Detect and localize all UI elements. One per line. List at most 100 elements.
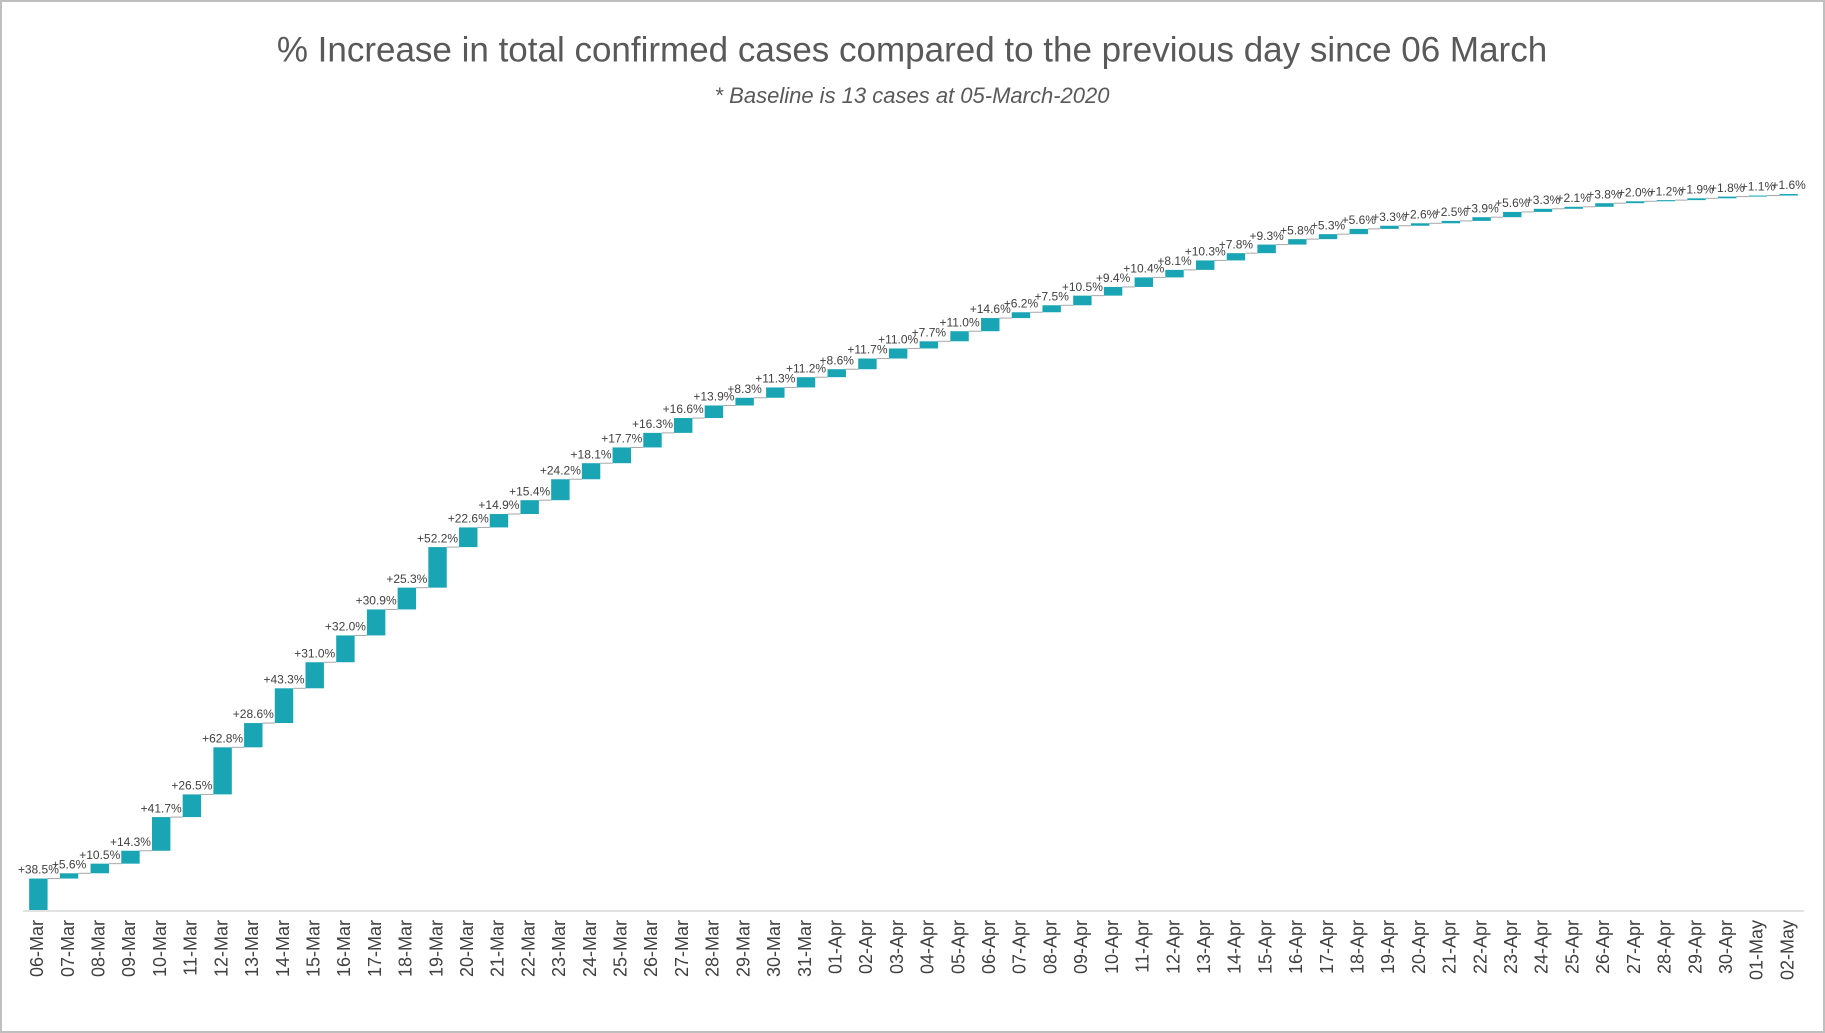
data-label: +25.3%: [386, 572, 427, 586]
bar: [274, 688, 294, 724]
bar: [612, 447, 631, 464]
data-label: +14.6%: [970, 302, 1011, 316]
bar: [704, 405, 724, 419]
data-label: +5.6%: [1495, 196, 1530, 210]
data-label: +8.3%: [727, 382, 762, 396]
bar: [1718, 196, 1737, 199]
x-tick-label: 29-Apr: [1685, 920, 1705, 974]
data-label: +11.3%: [755, 372, 795, 386]
data-label: +26.5%: [171, 779, 212, 793]
bar: [1410, 223, 1430, 226]
bar: [151, 817, 171, 851]
x-tick-label: 27-Apr: [1624, 920, 1644, 974]
x-tick-label: 09-Apr: [1071, 920, 1091, 974]
data-label: +9.3%: [1249, 229, 1284, 243]
x-tick-label: 24-Mar: [580, 920, 600, 977]
bar: [1472, 217, 1491, 221]
x-tick-label: 19-Mar: [426, 920, 446, 977]
bar: [735, 397, 754, 406]
x-tick-label: 12-Mar: [211, 920, 231, 977]
data-label: +62.8%: [202, 732, 243, 746]
x-tick-label: 14-Mar: [273, 920, 293, 977]
x-tick-label: 17-Apr: [1317, 920, 1337, 974]
bar: [1441, 220, 1461, 224]
bar: [1503, 211, 1522, 218]
bar: [950, 331, 969, 342]
bar: [673, 418, 693, 433]
data-label: +10.4%: [1123, 262, 1164, 276]
x-tick-label: 17-Mar: [365, 920, 385, 977]
bar: [244, 723, 263, 748]
x-tick-label: 10-Apr: [1102, 920, 1122, 974]
bar: [1625, 201, 1645, 204]
x-tick-label: 19-Apr: [1378, 920, 1398, 974]
x-tick-label: 18-Mar: [396, 920, 416, 977]
x-tick-label: 11-Mar: [181, 920, 201, 976]
bar: [1564, 206, 1583, 209]
x-tick-label: 04-Apr: [918, 920, 938, 974]
bar: [397, 587, 417, 610]
x-tick-label: 06-Apr: [979, 920, 999, 974]
bar: [459, 527, 478, 548]
data-label: +3.8%: [1587, 187, 1622, 201]
data-label: +7.8%: [1219, 237, 1254, 251]
data-label: +10.3%: [1185, 245, 1226, 259]
x-tick-label: 08-Apr: [1040, 920, 1060, 974]
data-label: +10.5%: [79, 848, 120, 862]
x-tick-label: 24-Apr: [1532, 920, 1552, 974]
bar: [366, 609, 386, 636]
data-label: +11.2%: [786, 361, 826, 375]
x-tick-label: 03-Apr: [887, 920, 907, 974]
bar: [1257, 244, 1276, 254]
bar: [1134, 277, 1154, 287]
bar: [919, 341, 939, 349]
data-label: +41.7%: [141, 801, 182, 815]
data-label: +5.6%: [52, 857, 87, 871]
x-tick-label: 25-Mar: [611, 920, 631, 977]
x-tick-label: 07-Mar: [58, 920, 78, 977]
bar: [888, 348, 908, 359]
x-tick-label: 16-Apr: [1286, 920, 1306, 974]
data-label: +6.2%: [1004, 296, 1039, 310]
bar: [1533, 208, 1553, 212]
bar: [827, 369, 846, 378]
data-label: +28.6%: [233, 707, 274, 721]
x-tick-label: 14-Apr: [1225, 920, 1245, 974]
data-label: +11.0%: [878, 333, 918, 347]
data-label: +16.6%: [663, 402, 704, 416]
data-label: +11.0%: [939, 315, 979, 329]
bar: [581, 463, 601, 480]
bar: [1288, 239, 1307, 245]
bar: [1595, 203, 1614, 207]
bar: [90, 863, 109, 874]
bar: [1687, 198, 1706, 201]
x-tick-label: 29-Mar: [733, 920, 753, 977]
x-tick-label: 13-Mar: [242, 920, 262, 977]
x-tick-label: 02-May: [1777, 920, 1797, 980]
data-label: +5.3%: [1311, 218, 1346, 232]
bar: [1011, 312, 1031, 319]
chart-title: % Increase in total confirmed cases comp…: [277, 30, 1547, 69]
bar: [1196, 260, 1215, 270]
bar: [1656, 200, 1676, 202]
data-label: +3.9%: [1464, 201, 1499, 215]
data-label: +14.9%: [478, 498, 519, 512]
bar: [1165, 269, 1184, 278]
data-label: +13.9%: [693, 390, 734, 404]
bar: [796, 377, 816, 388]
data-label: +52.2%: [417, 531, 458, 545]
bar: [1349, 228, 1368, 235]
bar: [1103, 286, 1123, 296]
x-tick-label: 23-Apr: [1501, 920, 1521, 974]
x-tick-label: 22-Mar: [518, 920, 538, 977]
data-label: +9.4%: [1096, 271, 1131, 285]
bar: [1073, 295, 1092, 306]
bar: [1380, 225, 1399, 229]
x-tick-label: 08-Mar: [89, 920, 109, 977]
data-label: +16.3%: [632, 417, 673, 431]
data-label: +1.9%: [1679, 182, 1714, 196]
bar: [551, 479, 570, 501]
x-tick-label: 11-Apr: [1133, 920, 1153, 973]
